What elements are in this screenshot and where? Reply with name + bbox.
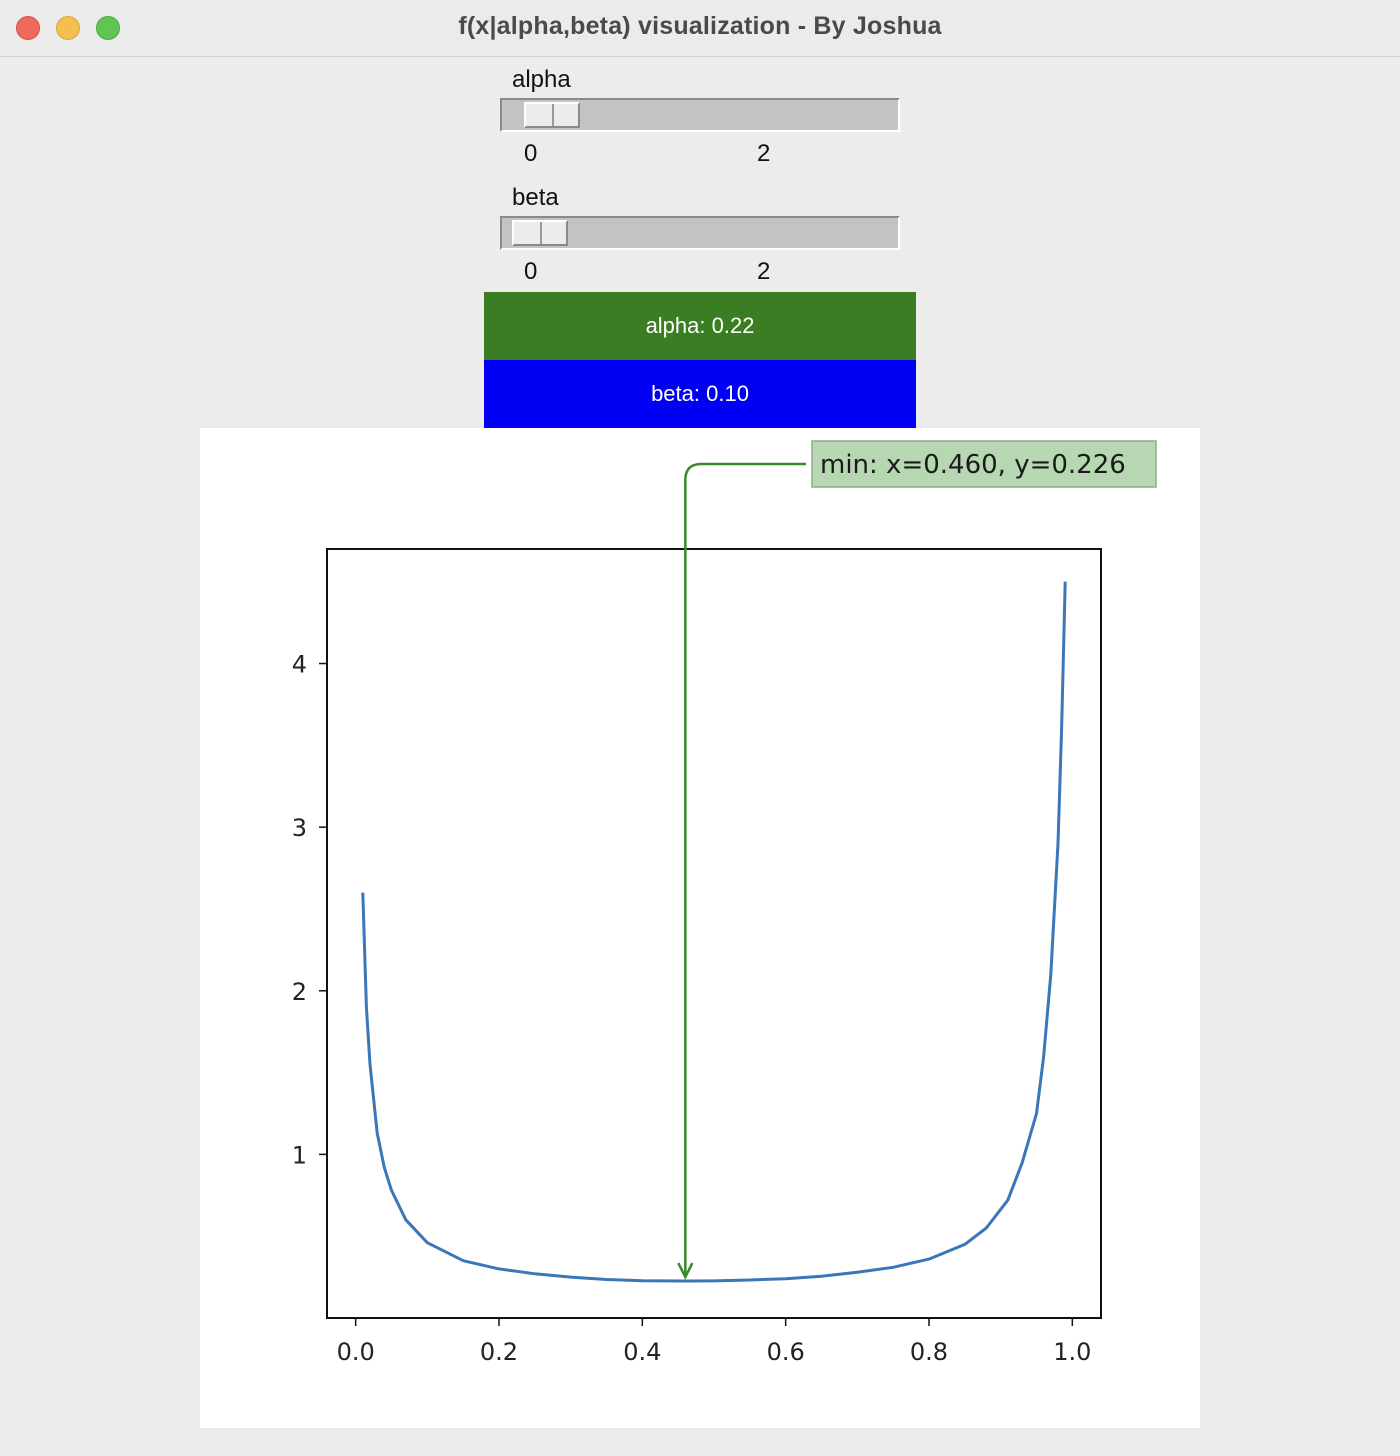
- annotation-box: [811, 440, 1157, 488]
- alpha-slider[interactable]: [500, 98, 900, 132]
- annotation-label: min: x=0.460, y=0.226: [820, 450, 1126, 480]
- beta-slider-label: beta: [512, 184, 559, 211]
- title-bar: f(x|alpha,beta) visualization - By Joshu…: [0, 0, 1400, 57]
- beta-value-display: beta: 0.10: [484, 360, 916, 428]
- minimize-window-button[interactable]: [56, 16, 80, 40]
- axes-frame: [326, 548, 1102, 1319]
- beta-slider-tick-2: 2: [757, 258, 771, 285]
- plot-canvas: 0.0 0.2 0.4 0.6 0.8 1.0 1 2 3 4 min: x=0.460, y=0.…: [200, 428, 1200, 1428]
- x-tick-label: 1.0: [1053, 1338, 1091, 1366]
- x-tick-label: 0.6: [767, 1338, 805, 1366]
- series-line: [361, 581, 1067, 1283]
- y-tick-label: 3: [292, 814, 307, 842]
- x-tick-label: 0.4: [623, 1338, 661, 1366]
- beta-slider[interactable]: [500, 216, 900, 250]
- window-title: f(x|alpha,beta) visualization - By Joshu…: [458, 12, 942, 40]
- beta-slider-handle[interactable]: [512, 220, 568, 246]
- maximize-window-button[interactable]: [96, 16, 120, 40]
- x-tick-label: 0.2: [480, 1338, 518, 1366]
- close-window-button[interactable]: [16, 16, 40, 40]
- y-tick-label: 1: [292, 1141, 307, 1169]
- alpha-slider-tick-0: 0: [524, 140, 538, 167]
- alpha-value-display: alpha: 0.22: [484, 292, 916, 360]
- y-tick-label: 2: [292, 978, 307, 1006]
- alpha-slider-label: alpha: [512, 66, 571, 93]
- x-tick-label: 0.0: [337, 1338, 375, 1366]
- annotation-arrow-head: [677, 1262, 694, 1280]
- alpha-slider-tick-2: 2: [757, 140, 771, 167]
- annotation-arrow-line: [684, 462, 806, 1276]
- beta-slider-tick-0: 0: [524, 258, 538, 285]
- y-tick-label: 4: [292, 651, 307, 679]
- x-tick-label: 0.8: [910, 1338, 948, 1366]
- beta-pdf-chart: 0.0 0.2 0.4 0.6 0.8 1.0 1 2 3 4 min: x=0.460, y=0.…: [292, 440, 1157, 1366]
- alpha-slider-handle[interactable]: [524, 102, 580, 128]
